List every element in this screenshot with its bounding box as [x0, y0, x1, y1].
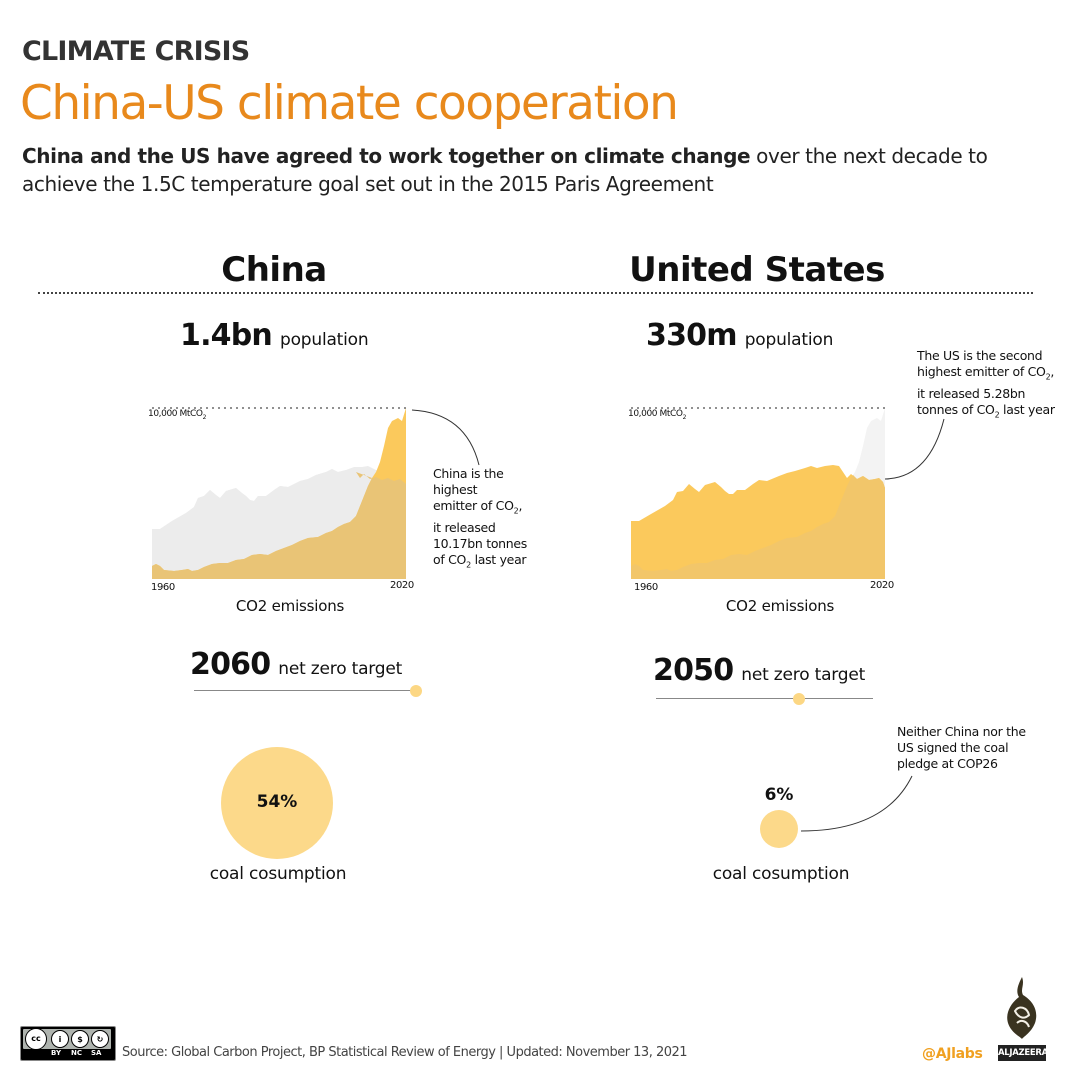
china-emissions-area [152, 407, 406, 579]
us-annotation: The US is the second highest emitter of … [917, 348, 1055, 419]
us-population-value: 330m [646, 318, 737, 353]
china-coal-pct: 54% [256, 792, 298, 812]
cc-by-label: BY [51, 1049, 62, 1057]
china-population: 1.4bn population [180, 318, 369, 353]
china-annotation-leader [411, 409, 480, 466]
us-coal-bubble [760, 810, 798, 848]
cc-sa-label: SA [91, 1049, 102, 1057]
china-population-label: population [279, 330, 369, 350]
us-net-zero-label: net zero target [741, 665, 866, 685]
china-net-zero-marker [410, 685, 422, 697]
kicker: CLIMATE CRISIS [22, 36, 250, 67]
us-heading: United States [629, 250, 885, 290]
us-coal-label: coal cosumption [712, 864, 850, 884]
china-coal-bubble [221, 747, 333, 859]
china-axis-max-label: 10,000 MtCO2 [148, 409, 207, 421]
china-population-value: 1.4bn [180, 318, 273, 353]
subtitle-rest: over the next decade to achieve the 1.5C… [22, 144, 988, 196]
us-axis-max-label: 10,000 MtCO2 [628, 409, 687, 421]
china-annotation: China is the highest emitter of CO2, it … [433, 466, 528, 569]
cc-license-badge[interactable]: cc i $ ↻ BY NC SA [20, 1026, 116, 1061]
aljazeera-wordmark: ALJAZEERA [998, 1045, 1048, 1061]
cc-icon: cc [25, 1028, 47, 1050]
china-chart-caption: CO2 emissions [235, 597, 345, 615]
us-emissions-area [631, 407, 885, 579]
source-line: Source: Global Carbon Project, BP Statis… [122, 1045, 688, 1060]
us-net-zero-value: 2050 [653, 653, 734, 688]
coal-note: Neither China nor the US signed the coal… [897, 724, 1026, 771]
page-title: China-US climate cooperation [20, 76, 679, 131]
china-net-zero-track [194, 690, 416, 691]
coal-note-leader [800, 775, 913, 832]
china-heading: China [221, 250, 327, 290]
us-chart-caption: CO2 emissions [725, 597, 835, 615]
us-axis-end-year: 2020 [870, 580, 894, 591]
us-axis-start-year: 1960 [634, 582, 658, 593]
china-net-zero: 2060 net zero target [190, 647, 402, 682]
china-net-zero-value: 2060 [190, 647, 271, 682]
china-coal-label: coal cosumption [209, 864, 347, 884]
subtitle-bold: China and the US have agreed to work tog… [22, 144, 751, 168]
attribution-icon: i [51, 1030, 69, 1048]
cc-nc-label: NC [71, 1049, 82, 1057]
us-net-zero-marker [793, 693, 805, 705]
aljazeera-logo-icon [1007, 977, 1037, 1039]
china-axis-end-year: 2020 [390, 580, 414, 591]
sharealike-icon: ↻ [91, 1030, 109, 1048]
ajlabs-handle[interactable]: @AJlabs [922, 1046, 983, 1062]
overlap-area [631, 475, 885, 579]
us-population-label: population [744, 330, 834, 350]
us-annotation-leader [884, 418, 945, 480]
section-divider [38, 292, 1033, 294]
us-net-zero: 2050 net zero target [653, 653, 865, 688]
overlap-area [152, 472, 406, 579]
us-population: 330m population [646, 318, 833, 353]
us-coal-pct: 6% [764, 785, 794, 805]
subtitle: China and the US have agreed to work tog… [22, 142, 1042, 198]
china-axis-start-year: 1960 [151, 582, 175, 593]
us-net-zero-track [656, 698, 873, 699]
noncommercial-icon: $ [71, 1030, 89, 1048]
china-net-zero-label: net zero target [278, 659, 403, 679]
